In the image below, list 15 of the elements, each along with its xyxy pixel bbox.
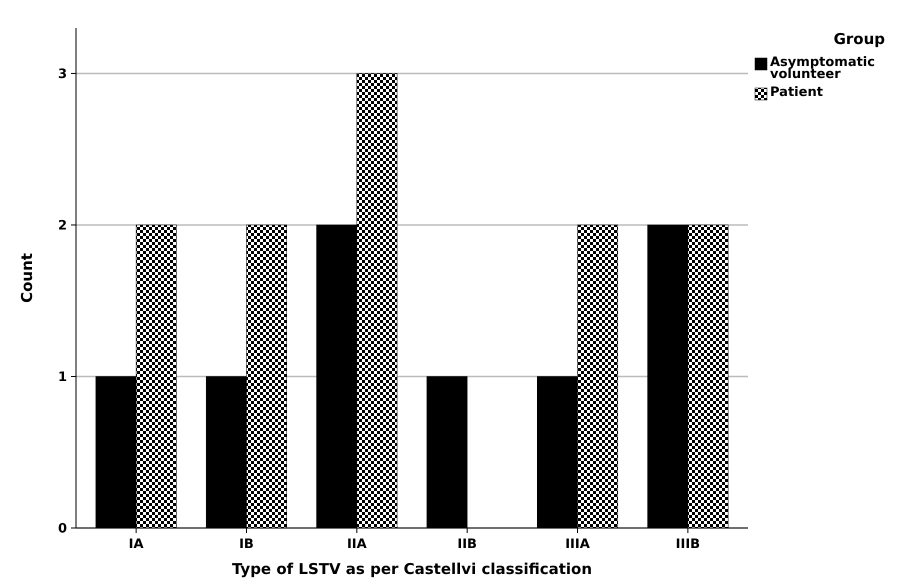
x-axis-title: Type of LSTV as per Castellvi classification bbox=[232, 560, 592, 578]
y-tick-label: 3 bbox=[58, 67, 67, 82]
y-tick-label: 2 bbox=[58, 218, 67, 234]
x-tick-label: IIIB bbox=[676, 537, 700, 552]
y-tick-label: 1 bbox=[58, 370, 67, 386]
legend-label: Asymptomatic volunteer bbox=[770, 55, 875, 82]
y-tick-label: 0 bbox=[58, 522, 67, 537]
legend-title: Group bbox=[834, 30, 886, 48]
x-tick-label: IIA bbox=[346, 537, 367, 552]
y-axis-title: Count bbox=[18, 253, 36, 303]
legend-label: Patient bbox=[770, 85, 823, 100]
x-tick-label: IB bbox=[239, 537, 254, 552]
x-tick-label: IA bbox=[128, 537, 144, 552]
x-tick-label: IIB bbox=[457, 537, 477, 552]
x-tick-label: IIIA bbox=[565, 537, 590, 552]
